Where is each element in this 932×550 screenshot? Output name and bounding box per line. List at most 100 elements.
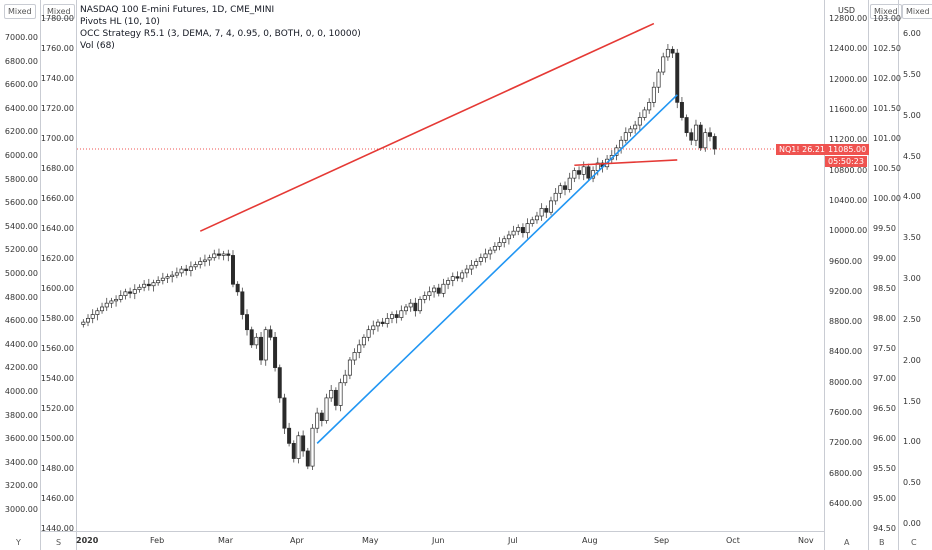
- candle: [179, 266, 184, 277]
- candle: [347, 356, 352, 380]
- legend-title[interactable]: NASDAQ 100 E-mini Futures, 1D, CME_MINI: [80, 5, 275, 15]
- candle: [137, 284, 142, 293]
- right-price-tick: 6400.00: [829, 499, 863, 508]
- left-inner-tick: 1720.00: [40, 104, 74, 113]
- right-outer-tick: 3.50: [903, 233, 921, 243]
- legend-volume[interactable]: Vol (68): [80, 41, 115, 51]
- time-label-sep: Sep: [654, 536, 670, 545]
- countdown-tag: 05:50:23: [825, 156, 867, 167]
- candle: [548, 196, 553, 216]
- mixed-button-right-mid[interactable]: Mixed: [870, 4, 902, 19]
- separator-left-inner: [76, 0, 77, 550]
- bottom-letter-s[interactable]: S: [56, 538, 62, 547]
- candle: [343, 369, 348, 386]
- candle: [553, 187, 558, 205]
- candle: [436, 283, 441, 297]
- candle: [637, 112, 642, 131]
- candle: [333, 387, 338, 411]
- bottom-letter-c[interactable]: C: [911, 538, 917, 547]
- candle: [128, 287, 133, 299]
- candle: [502, 235, 507, 248]
- candle: [268, 325, 273, 341]
- legend-pivots[interactable]: Pivots HL (10, 10): [80, 17, 160, 27]
- left-outer-tick: 3600.00: [4, 434, 38, 444]
- price-chart[interactable]: [77, 0, 824, 532]
- trendline-support: [316, 94, 678, 444]
- separator-right-mid: [868, 0, 869, 550]
- right-outer-tick: 2.50: [903, 314, 921, 324]
- right-mid-tick: 102.50: [873, 44, 901, 53]
- left-inner-tick: 1540.00: [40, 374, 74, 383]
- candle: [619, 136, 624, 154]
- bottom-letter-b[interactable]: B: [879, 538, 885, 547]
- candle: [455, 271, 460, 282]
- right-outer-scale[interactable]: 6.00 5.50 5.00 4.50 4.00 3.50 3.00 2.50 2.00 1.50…: [899, 0, 932, 532]
- candle: [422, 291, 427, 304]
- time-label-2020: 2020: [76, 536, 99, 545]
- candle: [558, 182, 563, 199]
- time-axis[interactable]: 2020 Feb Mar Apr May Jun Jul Aug Sep Oct…: [40, 531, 824, 550]
- left-outer-scale[interactable]: 7000.00 6800.00 6600.00 6400.00 6200.00 6000.…: [0, 0, 40, 532]
- right-mid-tick: 99.50: [873, 224, 896, 233]
- right-outer-tick: 4.00: [903, 192, 921, 202]
- currency-label[interactable]: USD: [838, 6, 856, 15]
- candle: [693, 119, 698, 147]
- candle: [142, 280, 147, 292]
- candle: [174, 267, 179, 279]
- candle: [259, 331, 264, 365]
- candle: [689, 128, 694, 146]
- mixed-button-right-outer[interactable]: Mixed: [902, 4, 932, 19]
- bottom-letter-y[interactable]: Y: [16, 538, 21, 547]
- candle: [245, 309, 250, 336]
- candle: [404, 303, 409, 315]
- candle: [385, 313, 390, 328]
- candle: [670, 46, 675, 58]
- candle: [665, 44, 670, 61]
- right-mid-tick: 101.50: [873, 104, 901, 113]
- candle: [534, 211, 539, 224]
- bottom-letter-a[interactable]: A: [844, 538, 850, 547]
- candle: [100, 302, 105, 314]
- candle: [633, 120, 638, 134]
- right-outer-tick: 5.50: [903, 69, 921, 79]
- candle: [132, 284, 137, 300]
- left-outer-tick: 5000.00: [4, 269, 38, 278]
- mixed-button-left-inner[interactable]: Mixed: [43, 4, 75, 19]
- candle: [698, 122, 703, 151]
- candle: [380, 317, 385, 327]
- trendline-upper-resistance: [199, 22, 655, 232]
- candle: [450, 272, 455, 287]
- time-label-nov: Nov: [798, 536, 814, 545]
- left-inner-tick: 1500.00: [40, 434, 74, 443]
- right-price-tick: 8800.00: [829, 317, 863, 327]
- right-mid-tick: 96.50: [873, 404, 896, 413]
- candle: [86, 314, 91, 327]
- candle: [525, 218, 530, 239]
- right-price-tick: 10400.00: [829, 195, 868, 205]
- right-outer-tick: 1.50: [903, 396, 921, 406]
- left-outer-tick: 5200.00: [4, 245, 38, 255]
- candle: [623, 127, 628, 144]
- right-mid-tick: 95.00: [873, 494, 896, 503]
- mixed-button-left-outer[interactable]: Mixed: [4, 4, 36, 19]
- candle: [301, 430, 306, 457]
- right-price-tick: 11200.00: [829, 135, 868, 145]
- right-price-scale[interactable]: 12800.00 12400.00 12000.00 11600.00 11200.00…: [825, 0, 868, 532]
- right-mid-scale[interactable]: 103.00 102.50 102.00 101.50 101.00 100.50 100.…: [869, 0, 901, 533]
- right-outer-tick: 0.00: [903, 519, 921, 528]
- left-inner-tick: 1520.00: [40, 404, 74, 413]
- candle: [305, 447, 310, 470]
- candle: [329, 385, 334, 402]
- candle: [324, 393, 329, 424]
- left-inner-tick: 1600.00: [40, 284, 74, 293]
- candle: [497, 237, 502, 251]
- left-outer-tick: 3000.00: [4, 505, 38, 514]
- left-outer-tick: 5800.00: [4, 174, 38, 184]
- candle: [310, 424, 315, 471]
- candle: [287, 422, 292, 447]
- separator-right-price: [824, 0, 825, 550]
- left-outer-tick: 4800.00: [4, 292, 38, 302]
- separator-right-outer: [898, 0, 899, 550]
- left-inner-scale[interactable]: 1780.00 1760.00 1740.00 1720.00 1700.00 1680.…: [40, 0, 76, 533]
- legend-strategy[interactable]: OCC Strategy R5.1 (3, DEMA, 7, 4, 0.95, …: [80, 29, 361, 39]
